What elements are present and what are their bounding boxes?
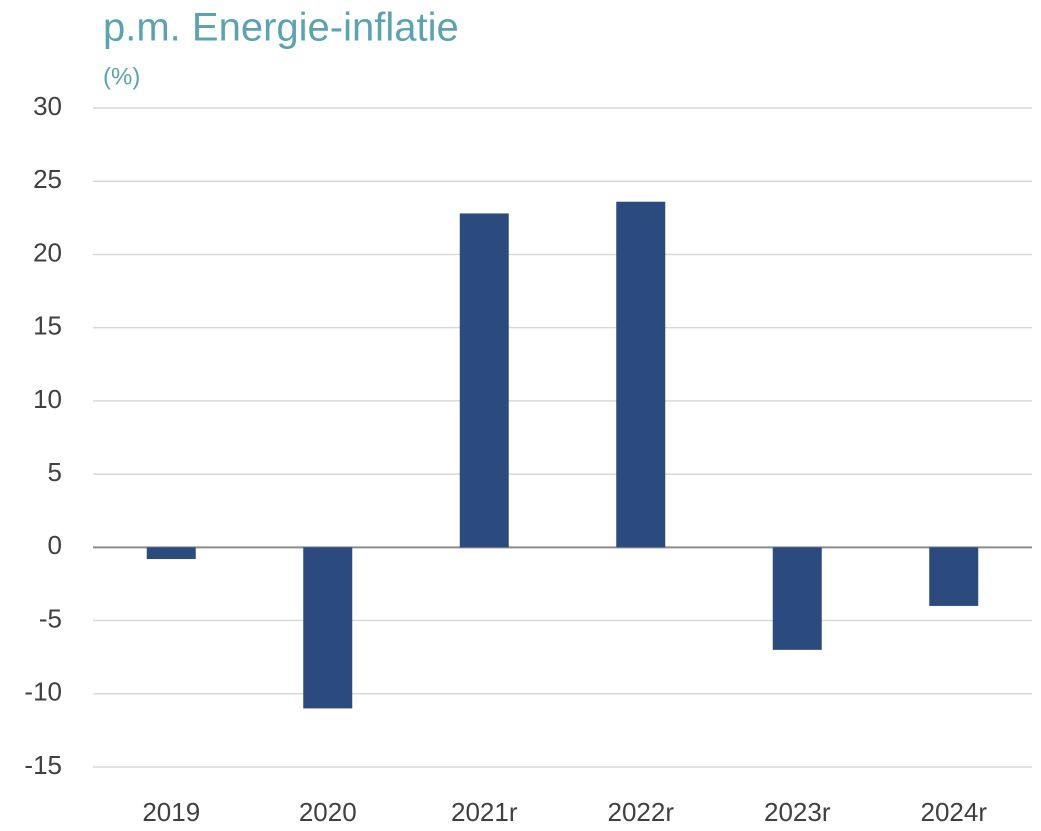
y-tick-label: 0: [48, 530, 62, 560]
y-tick-label: 20: [33, 237, 62, 267]
bar: [929, 547, 979, 606]
x-tick-label: 2023r: [764, 797, 831, 827]
bar: [303, 547, 353, 709]
x-tick-label: 2024r: [921, 797, 988, 827]
x-tick-label: 2020: [299, 797, 357, 827]
y-tick-label: 25: [33, 164, 62, 194]
chart-subtitle: (%): [103, 63, 140, 90]
bar: [616, 201, 666, 548]
y-tick-label: 10: [33, 384, 62, 414]
bar: [146, 547, 196, 560]
y-tick-label: -5: [39, 603, 62, 633]
bar: [459, 213, 509, 548]
y-tick-label: 15: [33, 311, 62, 341]
y-tick-label: -15: [24, 750, 62, 780]
y-tick-label: 30: [33, 91, 62, 121]
chart-title: p.m. Energie-inflatie: [103, 6, 459, 50]
y-tick-label: -10: [24, 677, 62, 707]
bar: [772, 547, 822, 650]
x-tick-label: 2022r: [608, 797, 675, 827]
x-tick-label: 2019: [142, 797, 200, 827]
x-tick-label: 2021r: [451, 797, 518, 827]
y-tick-label: 5: [48, 457, 62, 487]
